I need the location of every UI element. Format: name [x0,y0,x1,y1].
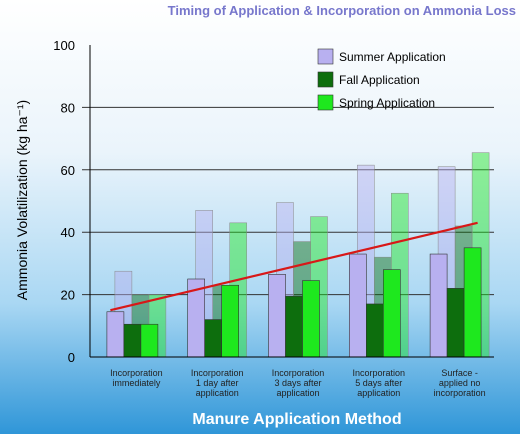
legend-swatch [317,94,334,111]
y-tick-label: 0 [68,350,75,365]
bar [221,284,239,358]
bar [302,280,320,358]
bar [140,323,159,358]
y-tick-label: 20 [61,288,75,303]
y-axis-label: Ammonia Volatilization (kg ha⁻¹) [14,100,30,300]
y-tick-label: 60 [61,163,75,178]
x-tick-label: Surface - [441,368,478,378]
x-tick-label: immediately [112,378,161,388]
x-tick-label: Incorporation [272,368,325,378]
legend-swatch [317,48,334,65]
x-tick-label: 1 day after [196,378,239,388]
x-tick-label: Incorporation [191,368,244,378]
bar [463,247,482,358]
bar [446,288,465,358]
axis-layer: 020406080100IncorporationimmediatelyInco… [53,38,494,398]
legend-layer: Summer Application Fall Application Spring… [317,48,446,111]
legend-label: Summer Application [339,50,446,64]
x-tick-label: Incorporation [353,368,406,378]
legend-label: Spring Application [339,96,435,110]
bar [106,311,125,358]
x-tick-label: application [196,388,239,398]
bar [123,323,142,358]
bar [382,269,401,358]
bar [268,274,286,358]
x-tick-label: incorporation [434,388,486,398]
bar [348,253,367,358]
y-tick-label: 80 [61,100,75,115]
bar [204,319,222,358]
x-tick-label: application [276,388,319,398]
x-tick-label: applied no [439,378,481,388]
y-tick-label: 40 [61,225,75,240]
legend-label: Fall Application [339,73,420,87]
x-axis-label: Manure Application Method [192,411,401,428]
x-tick-label: Incorporation [110,368,163,378]
bar [285,295,303,358]
y-tick-label: 100 [53,38,75,53]
trend-layer [110,221,478,312]
trend-line [110,221,478,312]
bar [365,303,384,358]
x-tick-label: 5 days after [355,378,402,388]
x-tick-label: application [357,388,400,398]
x-tick-label: 3 days after [274,378,321,388]
legend-swatch [317,71,334,88]
chart-title: Timing of Application & Incorporation on… [168,3,516,18]
bar [429,253,448,358]
bar-layer [106,152,490,358]
